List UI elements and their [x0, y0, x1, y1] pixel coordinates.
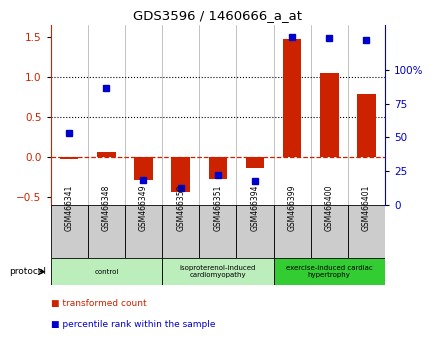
Bar	[134, 157, 153, 179]
Text: GSM466351: GSM466351	[213, 184, 222, 231]
Bar	[246, 157, 264, 167]
Text: GSM466401: GSM466401	[362, 184, 371, 231]
Text: GSM466400: GSM466400	[325, 184, 334, 231]
Bar	[320, 73, 338, 157]
Bar	[357, 94, 376, 157]
Bar	[97, 152, 116, 157]
Bar	[348, 205, 385, 258]
Bar	[199, 205, 236, 258]
Bar	[162, 258, 274, 285]
Bar	[274, 258, 385, 285]
Text: ■ transformed count: ■ transformed count	[51, 299, 146, 308]
Text: GSM466349: GSM466349	[139, 184, 148, 231]
Text: GSM466399: GSM466399	[288, 184, 297, 231]
Text: ■ percentile rank within the sample: ■ percentile rank within the sample	[51, 320, 215, 329]
Text: GSM466348: GSM466348	[102, 184, 111, 231]
Bar	[209, 157, 227, 179]
Text: GSM466394: GSM466394	[250, 184, 260, 231]
Bar	[283, 39, 301, 157]
Bar	[51, 205, 88, 258]
Text: protocol: protocol	[9, 267, 46, 276]
Bar	[311, 205, 348, 258]
Text: isoproterenol-induced
cardiomyopathy: isoproterenol-induced cardiomyopathy	[180, 265, 256, 278]
Text: GSM466341: GSM466341	[65, 184, 73, 231]
Text: control: control	[94, 269, 118, 275]
Bar	[171, 157, 190, 193]
Bar	[274, 205, 311, 258]
Text: exercise-induced cardiac
hypertrophy: exercise-induced cardiac hypertrophy	[286, 265, 373, 278]
Text: GSM466350: GSM466350	[176, 184, 185, 231]
Bar	[60, 157, 78, 159]
Bar	[88, 205, 125, 258]
Bar	[236, 205, 274, 258]
Title: GDS3596 / 1460666_a_at: GDS3596 / 1460666_a_at	[133, 9, 302, 22]
Bar	[162, 205, 199, 258]
Bar	[51, 258, 162, 285]
Bar	[125, 205, 162, 258]
